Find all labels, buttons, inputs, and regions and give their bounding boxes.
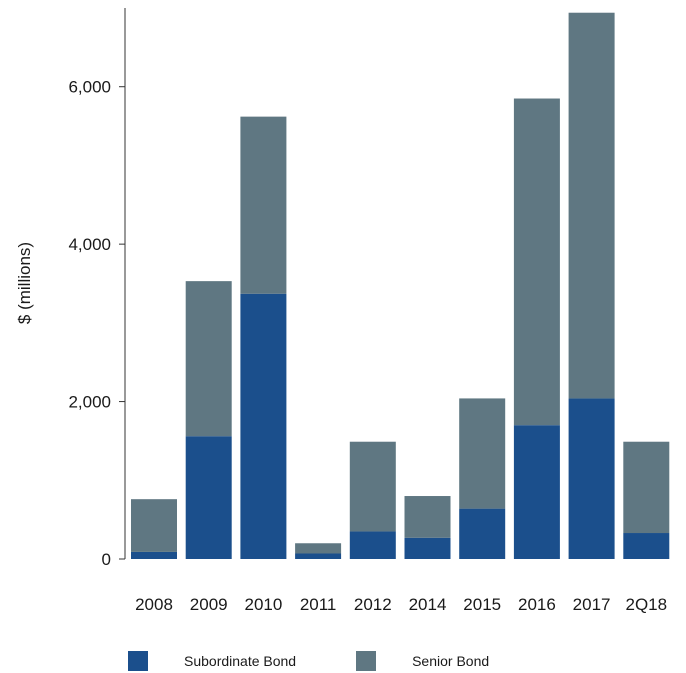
bar-senior-bond-2017 [568,12,615,399]
bar-subordinate-bond-2012 [349,531,396,559]
y-ticks-group: 0 2,000 4,000 6,000 [68,78,125,569]
bar-subordinate-bond-2008 [131,551,177,559]
x-tick-label-2q18: 2Q18 [626,595,668,614]
bar-senior-bond-2008 [131,499,177,552]
bar-senior-bond-2010 [240,116,287,294]
legend-swatch-subordinate-bond [128,651,148,671]
legend-item-subordinate-bond: Subordinate Bond [128,651,296,671]
x-tick-label-2012: 2012 [354,595,392,614]
y-tick-label-2000: 2,000 [68,393,111,412]
y-tick-label-6000: 6,000 [68,78,111,97]
legend: Subordinate Bond Senior Bond [128,651,489,671]
x-ticks-group: 2008 2009 2010 2011 2012 2014 2015 2016 2017 2Q18 [135,595,667,614]
bar-senior-bond-2015 [459,398,506,509]
bars-group [131,12,670,559]
bar-senior-bond-2016 [513,98,560,426]
bar-senior-bond-2012 [349,441,396,532]
bar-subordinate-bond-2010 [240,293,287,559]
y-tick-label-4000: 4,000 [68,235,111,254]
bar-senior-bond-2014 [404,496,451,538]
bar-subordinate-bond-2017 [568,398,615,559]
legend-label-subordinate-bond: Subordinate Bond [184,653,297,669]
x-tick-label-2009: 2009 [190,595,228,614]
legend-swatch-senior-bond [356,651,377,671]
y-tick-label-0: 0 [102,550,111,569]
bar-subordinate-bond-2014 [404,537,451,559]
bar-subordinate-bond-2011 [295,553,342,559]
bar-subordinate-bond-2q18 [623,533,670,559]
x-tick-label-2016: 2016 [518,595,556,614]
bar-senior-bond-2q18 [623,441,670,534]
x-tick-label-2015: 2015 [463,595,501,614]
x-tick-label-2017: 2017 [573,595,611,614]
bar-senior-bond-2009 [185,281,232,437]
bar-subordinate-bond-2016 [513,425,560,559]
legend-item-senior-bond: Senior Bond [356,651,489,671]
y-axis-title: $ (millions) [15,242,34,324]
bar-senior-bond-2011 [295,543,342,554]
x-tick-label-2011: 2011 [300,595,337,614]
bar-subordinate-bond-2015 [459,508,506,559]
bar-subordinate-bond-2009 [185,436,232,559]
x-tick-label-2010: 2010 [244,595,282,614]
legend-label-senior-bond: Senior Bond [412,653,490,669]
x-tick-label-2008: 2008 [135,595,173,614]
x-tick-label-2014: 2014 [409,595,447,614]
